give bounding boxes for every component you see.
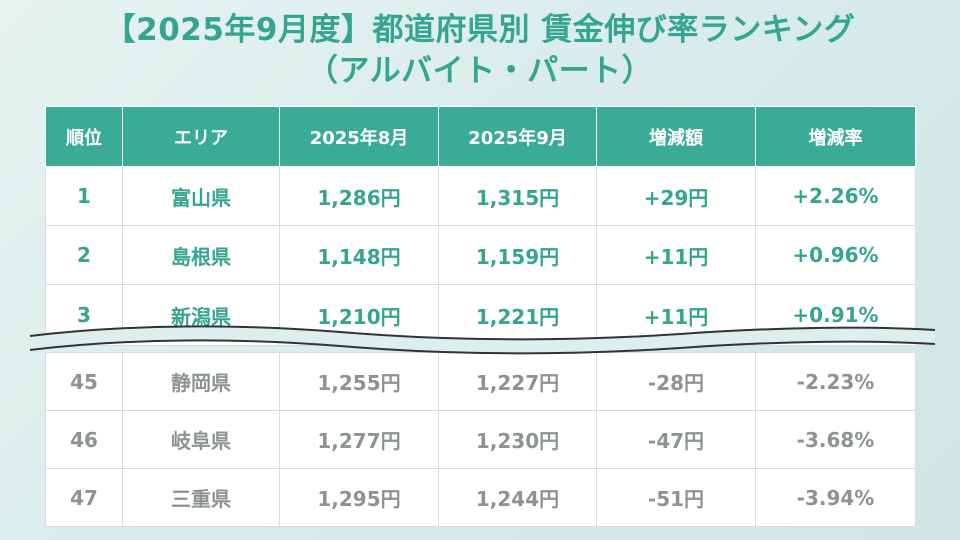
change-amount-cell: -28円 [596, 352, 756, 411]
area-cell: 島根県 [122, 225, 280, 285]
change-rate-cell: -3.94% [755, 468, 916, 527]
sep-wage-cell: 1,244円 [438, 468, 597, 527]
table-row: 46 岐阜県 1,277円 1,230円 -47円 -3.68% [45, 410, 916, 469]
header-rank: 順位 [45, 106, 123, 167]
area-cell: 岐阜県 [122, 410, 280, 469]
aug-wage-cell: 1,277円 [279, 410, 439, 469]
wave-line-lower [29, 339, 936, 355]
aug-wage-cell: 1,255円 [279, 352, 439, 411]
rank-cell: 1 [45, 166, 123, 226]
ranking-table: 順位 エリア 2025年8月 2025年9月 増減額 増減率 1 富山県 1,2… [45, 106, 916, 527]
header-change-rate: 増減率 [755, 106, 916, 167]
change-amount-cell: +11円 [596, 225, 756, 285]
sep-wage-cell: 1,230円 [438, 410, 597, 469]
rank-cell: 46 [45, 410, 123, 469]
rank-cell: 47 [45, 468, 123, 527]
table-break-wave [29, 325, 936, 355]
table-header-row: 順位 エリア 2025年8月 2025年9月 増減額 増減率 [45, 106, 916, 167]
sep-wage-cell: 1,227円 [438, 352, 597, 411]
sep-wage-cell: 1,315円 [438, 166, 597, 226]
change-amount-cell: +11円 [596, 284, 756, 346]
table-row: 1 富山県 1,286円 1,315円 +29円 +2.26% [45, 166, 916, 226]
table-row: 45 静岡県 1,255円 1,227円 -28円 -2.23% [45, 352, 916, 411]
aug-wage-cell: 1,148円 [279, 225, 439, 285]
area-cell: 三重県 [122, 468, 280, 527]
aug-wage-cell: 1,286円 [279, 166, 439, 226]
area-cell: 静岡県 [122, 352, 280, 411]
wave-line-upper [29, 325, 936, 341]
area-cell: 富山県 [122, 166, 280, 226]
page-subtitle: （アルバイト・パート） [306, 53, 654, 89]
header-sep-2025: 2025年9月 [438, 106, 597, 167]
rank-cell: 45 [45, 352, 123, 411]
sep-wage-cell: 1,159円 [438, 225, 597, 285]
change-rate-cell: +2.26% [755, 166, 916, 226]
aug-wage-cell: 1,295円 [279, 468, 439, 527]
change-rate-cell: -3.68% [755, 410, 916, 469]
sep-wage-cell: 1,221円 [438, 284, 597, 346]
header-change-amount: 増減額 [596, 106, 756, 167]
change-amount-cell: -51円 [596, 468, 756, 527]
table-row: 2 島根県 1,148円 1,159円 +11円 +0.96% [45, 225, 916, 285]
page-title: 【2025年9月度】都道府県別 賃金伸び率ランキング [104, 12, 856, 48]
header-aug-2025: 2025年8月 [279, 106, 439, 167]
change-amount-cell: +29円 [596, 166, 756, 226]
rank-cell: 2 [45, 225, 123, 285]
change-amount-cell: -47円 [596, 410, 756, 469]
change-rate-cell: +0.96% [755, 225, 916, 285]
change-rate-cell: -2.23% [755, 352, 916, 411]
table-row: 47 三重県 1,295円 1,244円 -51円 -3.94% [45, 468, 916, 527]
header-area: エリア [122, 106, 280, 167]
